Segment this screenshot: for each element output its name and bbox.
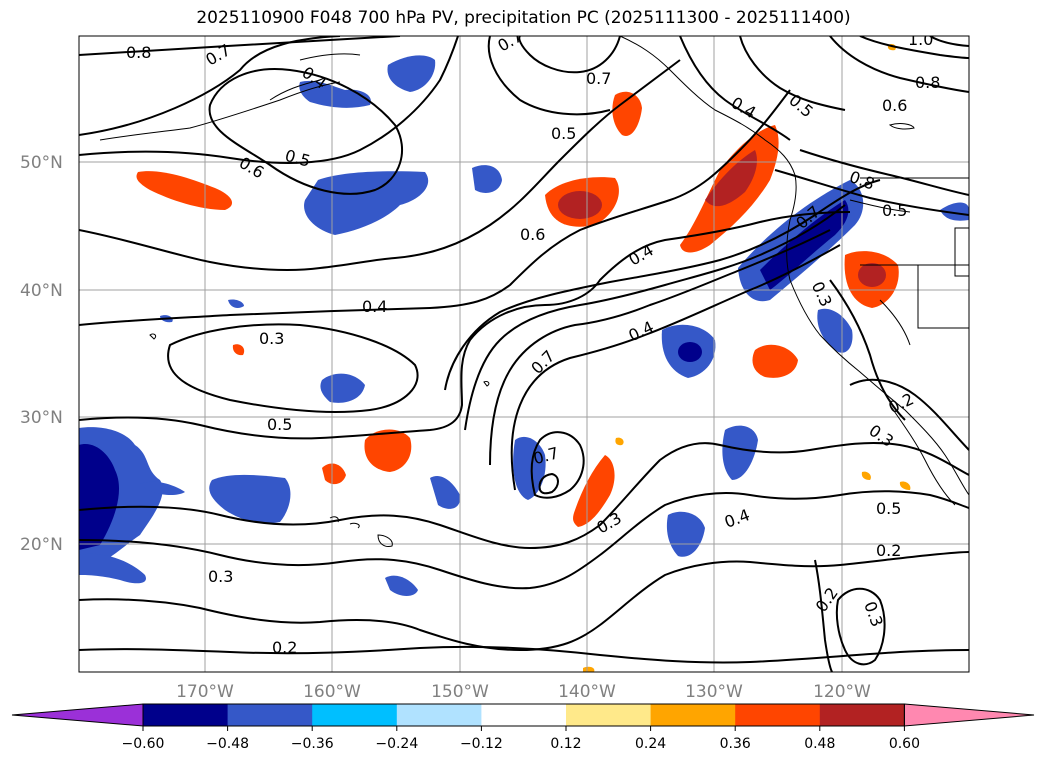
contour-label: 0.4 (362, 297, 387, 316)
lon-label-160w: 160°W (303, 682, 361, 702)
positive-precip-regions (136, 43, 911, 672)
colorbar-tick-label: 0.12 (550, 736, 581, 752)
colorbar-tick-label: −0.12 (460, 736, 503, 752)
colorbar-arrow-left (11, 703, 144, 727)
lon-label-140w: 140°W (558, 682, 616, 702)
lon-label-170w: 170°W (176, 682, 234, 702)
colorbar-segment (819, 704, 905, 726)
colorbar-segment (143, 704, 229, 726)
colorbar-tick-label: −0.48 (206, 736, 249, 752)
graticule (79, 36, 969, 672)
lat-label-50n: 50°N (20, 153, 63, 173)
colorbar-segment (312, 704, 398, 726)
map-frame (78, 35, 970, 673)
contour-label: 0.2 (272, 638, 297, 657)
contour-label: 0.5 (882, 201, 907, 220)
contour-label: 0.5 (267, 415, 292, 434)
colorbar-tick-label: 0.48 (804, 736, 835, 752)
contour-label: 0.5 (876, 499, 901, 518)
contour-label: 0.2 (876, 541, 901, 560)
colorbar: −0.60 −0.48 −0.36 −0.24 −0.12 0.12 0.24 0.36 0.4… (11, 703, 1035, 752)
colorbar-tick-label: 0.60 (889, 736, 920, 752)
latitude-labels: 50°N 40°N 30°N 20°N (20, 153, 63, 555)
negative-precip-regions (79, 55, 969, 596)
colorbar-segment (566, 704, 652, 726)
contour-label: 0.3 (259, 329, 284, 348)
colorbar-segment (227, 704, 313, 726)
contour-label: 0.8 (126, 43, 151, 62)
contour-label: 0.8 (915, 73, 940, 92)
lat-label-30n: 30°N (20, 408, 63, 428)
lat-label-40n: 40°N (20, 281, 63, 301)
colorbar-tick-label: 0.24 (635, 736, 666, 752)
contour-label: 0.7 (586, 69, 611, 88)
colorbar-segment (481, 704, 567, 726)
map-title: 2025110900 F048 700 hPa PV, precipitatio… (196, 8, 851, 28)
contour-label: 0.6 (882, 96, 907, 115)
colorbar-arrow-right (903, 703, 1035, 727)
pv-contours (79, 36, 969, 672)
contour-label: 0.6 (520, 225, 545, 244)
contour-label: 1.0 (908, 30, 933, 49)
colorbar-frame (142, 703, 905, 727)
colorbar-tick-label: −0.60 (122, 736, 165, 752)
colorbar-segment (396, 704, 482, 726)
lon-label-120w: 120°W (813, 682, 871, 702)
colorbar-tick-label: −0.36 (291, 736, 334, 752)
contour-label: 0.3 (208, 567, 233, 586)
contour-label: 0.5 (551, 124, 576, 143)
lon-label-150w: 150°W (431, 682, 489, 702)
lat-label-20n: 20°N (20, 535, 63, 555)
lon-label-130w: 130°W (685, 682, 743, 702)
colorbar-segment (650, 704, 736, 726)
colorbar-tick-label: 0.36 (720, 736, 751, 752)
colorbar-segment (735, 704, 821, 726)
longitude-labels: 170°W 160°W 150°W 140°W 130°W 120°W (176, 682, 871, 702)
colorbar-tick-label: −0.24 (375, 736, 418, 752)
